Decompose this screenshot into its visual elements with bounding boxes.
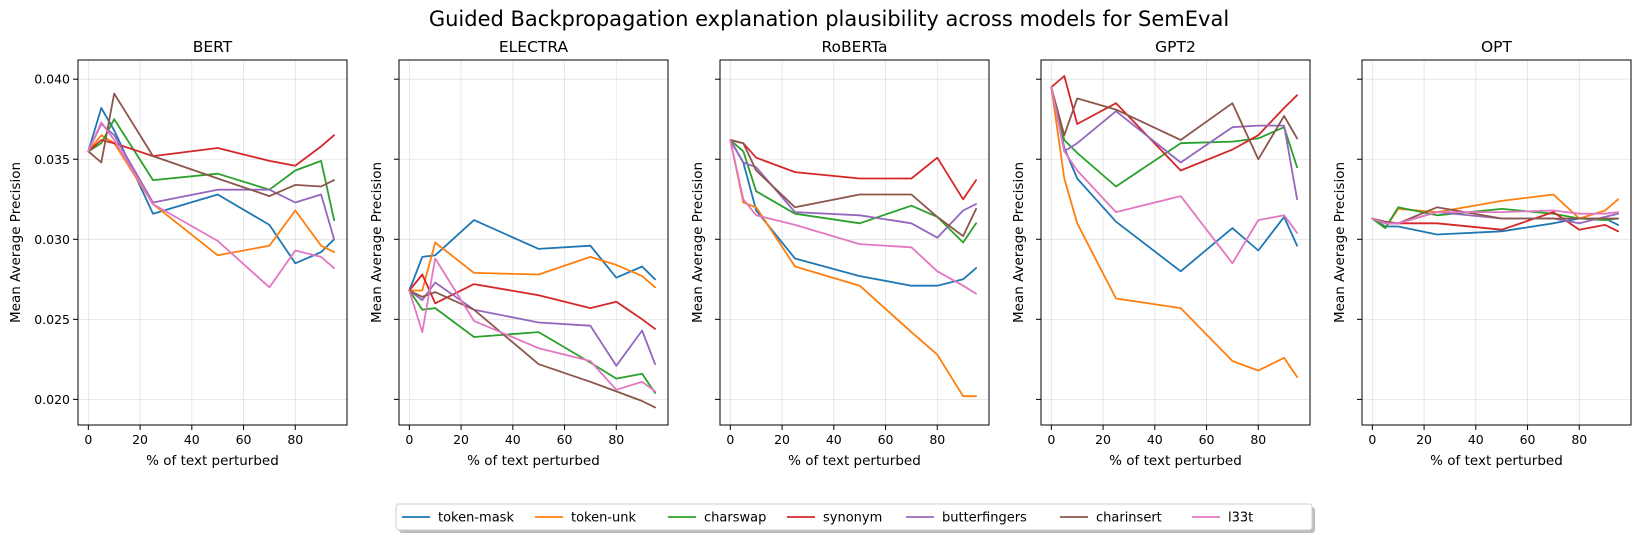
legend-label-synonym: synonym bbox=[823, 511, 882, 526]
series-line-token-unk bbox=[1050, 86, 1298, 378]
y-tick-label: 0.040 bbox=[34, 72, 70, 87]
legend-label-charswap: charswap bbox=[704, 511, 766, 526]
series-line-l33t bbox=[1050, 86, 1298, 265]
panel-title: BERT bbox=[193, 38, 233, 56]
series-line-synonym bbox=[408, 273, 656, 330]
series-line-butterfingers bbox=[87, 123, 336, 241]
y-axis-label: Mean Average Precision bbox=[369, 162, 385, 323]
series-line-synonym bbox=[1050, 75, 1298, 172]
panel-gpt2: 0 20 40 60 80 GPT2 % of text perturbed Mean Ave… bbox=[1011, 38, 1311, 469]
x-tick-label: 20 bbox=[1416, 432, 1432, 447]
y-axis-label: Mean Average Precision bbox=[690, 162, 706, 323]
x-tick-label: 60 bbox=[878, 432, 894, 447]
panel-title: OPT bbox=[1481, 38, 1513, 56]
x-tick-label: 60 bbox=[557, 432, 573, 447]
x-tick-label: 60 bbox=[1199, 432, 1215, 447]
legend-label-charinsert: charinsert bbox=[1096, 511, 1162, 526]
x-axis-label: % of text perturbed bbox=[788, 453, 921, 469]
x-axis-label: % of text perturbed bbox=[1109, 453, 1242, 469]
panel-title: RoBERTa bbox=[821, 38, 887, 56]
x-tick-label: 80 bbox=[1250, 432, 1266, 447]
x-axis-label: % of text perturbed bbox=[1430, 453, 1563, 469]
series-line-charswap bbox=[408, 289, 656, 394]
panel-bert: 0 20 40 60 80 0.020 0.025 0.030 0.035 0.040 BERT % … bbox=[8, 38, 348, 469]
x-tick-label: 0 bbox=[1368, 432, 1376, 447]
series-line-charswap bbox=[87, 118, 336, 222]
y-tick-label: 0.025 bbox=[34, 312, 70, 327]
series-line-charinsert bbox=[729, 139, 977, 238]
x-tick-label: 40 bbox=[826, 432, 842, 447]
series-line-token-mask bbox=[87, 107, 336, 265]
plot-frame bbox=[719, 59, 990, 426]
series-line-l33t bbox=[87, 121, 336, 289]
legend-label-l33t: l33t bbox=[1228, 511, 1253, 526]
series-line-token-unk bbox=[408, 241, 656, 292]
y-tick-label: 0.030 bbox=[34, 232, 70, 247]
series-line-synonym bbox=[729, 139, 977, 201]
x-axis-label: % of text perturbed bbox=[467, 453, 600, 469]
y-tick-label: 0.035 bbox=[34, 152, 70, 167]
y-axis-label: Mean Average Precision bbox=[1011, 162, 1027, 323]
series-line-l33t bbox=[1371, 209, 1619, 225]
x-tick-label: 20 bbox=[774, 432, 790, 447]
x-tick-label: 80 bbox=[287, 432, 303, 447]
series-line-charinsert bbox=[408, 289, 656, 409]
panels: 0 20 40 60 80 0.020 0.025 0.030 0.035 0.040 BERT % … bbox=[8, 38, 1632, 469]
x-tick-label: 20 bbox=[132, 432, 148, 447]
series-line-butterfingers bbox=[408, 281, 656, 367]
series-line-l33t bbox=[408, 257, 656, 393]
x-tick-label: 80 bbox=[1571, 432, 1587, 447]
series-line-butterfingers bbox=[1050, 86, 1298, 201]
series-line-charswap bbox=[729, 139, 977, 244]
series-line-charinsert bbox=[1371, 206, 1619, 225]
legend: token-mask token-unk charswap synonym butter… bbox=[395, 503, 1315, 533]
figure-title: Guided Backpropagation explanation plaus… bbox=[429, 7, 1229, 31]
panel-opt: 0 20 40 60 80 OPT % of text perturbed Mean Aver… bbox=[1332, 38, 1632, 469]
panel-title: GPT2 bbox=[1155, 38, 1196, 56]
x-tick-label: 0 bbox=[1047, 432, 1055, 447]
x-tick-label: 20 bbox=[453, 432, 469, 447]
panel-roberta: 0 20 40 60 80 RoBERTa % of text perturbed Mean … bbox=[690, 38, 990, 469]
x-tick-label: 40 bbox=[1147, 432, 1163, 447]
series-line-l33t bbox=[729, 139, 977, 295]
plot-frame bbox=[1361, 59, 1632, 426]
x-tick-label: 80 bbox=[929, 432, 945, 447]
panel-title: ELECTRA bbox=[499, 38, 569, 56]
x-tick-label: 0 bbox=[726, 432, 734, 447]
y-axis-label: Mean Average Precision bbox=[8, 162, 24, 323]
plot-frame bbox=[1040, 59, 1311, 426]
x-tick-label: 0 bbox=[405, 432, 413, 447]
legend-label-token-mask: token-mask bbox=[438, 511, 514, 526]
y-axis-label: Mean Average Precision bbox=[1332, 162, 1348, 323]
x-tick-label: 40 bbox=[505, 432, 521, 447]
series-line-charinsert bbox=[87, 92, 336, 198]
legend-label-token-unk: token-unk bbox=[571, 511, 637, 526]
x-tick-label: 40 bbox=[184, 432, 200, 447]
x-axis-label: % of text perturbed bbox=[146, 453, 279, 469]
legend-box bbox=[395, 503, 1313, 531]
x-tick-label: 60 bbox=[236, 432, 252, 447]
series-line-token-mask bbox=[408, 219, 656, 292]
plot-frame bbox=[398, 59, 669, 426]
x-tick-label: 40 bbox=[1468, 432, 1484, 447]
panel-electra: 0 20 40 60 80 ELECTRA % of text perturbed Mean … bbox=[369, 38, 669, 469]
x-tick-label: 0 bbox=[84, 432, 92, 447]
y-tick-label: 0.020 bbox=[34, 392, 70, 407]
plot-frame bbox=[77, 59, 348, 426]
series-line-charinsert bbox=[1050, 86, 1298, 161]
x-tick-label: 20 bbox=[1095, 432, 1111, 447]
x-tick-label: 80 bbox=[608, 432, 624, 447]
series-line-butterfingers bbox=[729, 139, 977, 239]
legend-label-butterfingers: butterfingers bbox=[942, 511, 1027, 526]
x-tick-label: 60 bbox=[1520, 432, 1536, 447]
